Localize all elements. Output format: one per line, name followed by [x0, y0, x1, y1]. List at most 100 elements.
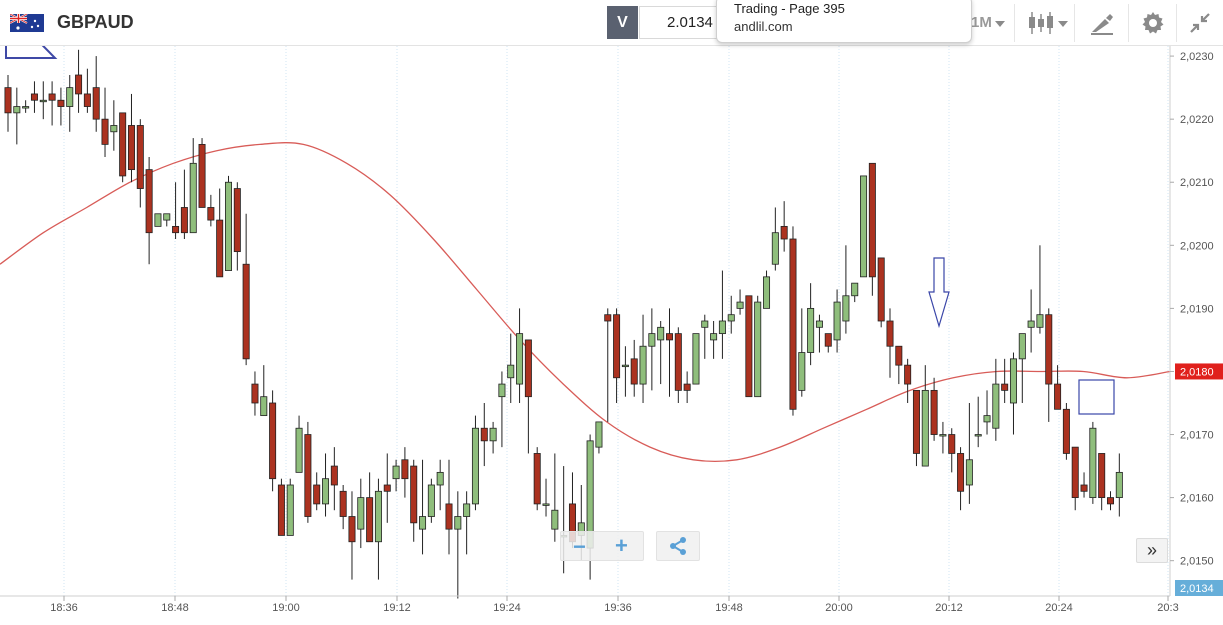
- candle: [604, 308, 612, 422]
- candle: [463, 491, 471, 555]
- candle: [322, 453, 330, 517]
- candle: [648, 308, 656, 391]
- candle: [710, 321, 718, 359]
- candle: [498, 371, 506, 448]
- tooltip-title: Trading - Page 395: [734, 1, 845, 16]
- candle: [551, 453, 559, 542]
- candlestick-icon: [1029, 12, 1053, 34]
- candle: [1001, 358, 1009, 403]
- candle: [172, 182, 180, 240]
- candle: [860, 175, 868, 278]
- instrument-symbol[interactable]: GBPAUD: [57, 12, 134, 32]
- candle: [145, 157, 153, 265]
- candle: [1071, 446, 1079, 511]
- page-tooltip: Trading - Page 395 andlil.com: [716, 0, 972, 43]
- candle: [233, 182, 241, 271]
- candle: [921, 365, 929, 467]
- gear-icon: [1142, 12, 1164, 34]
- candle: [242, 213, 250, 366]
- candle: [1054, 365, 1062, 410]
- candle: [833, 289, 841, 353]
- candle: [868, 162, 876, 296]
- price-tick-label: 2,0170: [1180, 430, 1214, 442]
- candle: [330, 447, 338, 511]
- candle: [895, 345, 903, 385]
- scroll-right-button[interactable]: »: [1136, 538, 1168, 563]
- annotations-layer: [5, 5, 1115, 415]
- candle: [516, 308, 524, 403]
- draw-icon: [1091, 14, 1113, 35]
- candle: [974, 396, 982, 448]
- last-price-label: 2,0134: [1180, 583, 1214, 595]
- time-tick-label: 18:48: [161, 602, 189, 614]
- collapse-icon: [1190, 13, 1210, 33]
- candle: [683, 371, 691, 403]
- candle: [304, 421, 312, 523]
- candle: [180, 169, 188, 240]
- chevron-down-icon: [1058, 21, 1068, 27]
- candle: [110, 100, 118, 151]
- candle: [939, 421, 947, 454]
- chart-type-dropdown[interactable]: [1014, 4, 1074, 42]
- candle: [136, 119, 144, 208]
- candle: [701, 314, 709, 359]
- candle: [824, 333, 832, 353]
- candle: [48, 81, 56, 126]
- price-display[interactable]: 2.0134: [639, 6, 719, 39]
- candle: [269, 390, 277, 492]
- collapse-button[interactable]: [1176, 4, 1223, 42]
- price-tick-label: 2,0210: [1180, 177, 1214, 189]
- timeframe-label: 1M: [971, 14, 992, 31]
- candle: [930, 377, 938, 441]
- candle: [524, 339, 532, 454]
- candle: [1027, 289, 1035, 353]
- candle: [657, 321, 665, 385]
- candle: [957, 447, 965, 511]
- candle: [692, 333, 700, 385]
- candle: [1018, 333, 1026, 403]
- share-button[interactable]: [656, 531, 700, 561]
- candle: [75, 49, 83, 113]
- time-tick-label: 20:12: [935, 602, 963, 614]
- ma-value-badge: [1175, 363, 1223, 380]
- candle: [163, 213, 171, 227]
- candle: [666, 308, 674, 397]
- drawing-tools-button[interactable]: [1074, 4, 1128, 42]
- candle: [83, 68, 91, 113]
- candle: [313, 472, 321, 511]
- candle: [630, 339, 638, 397]
- candle: [445, 459, 453, 555]
- zoom-in-icon[interactable]: +: [615, 533, 628, 558]
- time-tick-label: 20:00: [825, 602, 853, 614]
- price-tick-label: 2,0220: [1180, 114, 1214, 126]
- candle: [427, 478, 435, 523]
- chart-toolbar: GBPAUD V 2.0134 1M: [0, 0, 1223, 46]
- candle: [454, 491, 462, 599]
- settings-button[interactable]: [1128, 4, 1176, 42]
- candle: [718, 270, 726, 359]
- time-tick-label: 20:24: [1045, 602, 1073, 614]
- candle: [807, 283, 815, 366]
- candle: [480, 402, 488, 467]
- sell-button[interactable]: V: [607, 6, 638, 39]
- candle: [366, 472, 374, 543]
- candle: [66, 75, 74, 132]
- candle: [851, 282, 859, 303]
- double-chevron-right-icon: »: [1146, 540, 1157, 560]
- candle: [419, 459, 427, 555]
- price-tick-label: 2,0150: [1180, 556, 1214, 568]
- candle: [1036, 245, 1044, 334]
- candle: [30, 81, 38, 113]
- zoom-out-icon[interactable]: −: [573, 534, 586, 559]
- candle: [1115, 453, 1123, 517]
- share-icon: [670, 537, 686, 555]
- candle: [260, 365, 268, 417]
- price-tick-label: 2,0190: [1180, 303, 1214, 315]
- candle: [410, 459, 418, 542]
- candle: [39, 81, 47, 120]
- candle: [763, 270, 771, 309]
- highlight-box: [1078, 379, 1115, 415]
- candle: [983, 390, 991, 435]
- candle: [798, 308, 806, 397]
- candle: [621, 346, 629, 397]
